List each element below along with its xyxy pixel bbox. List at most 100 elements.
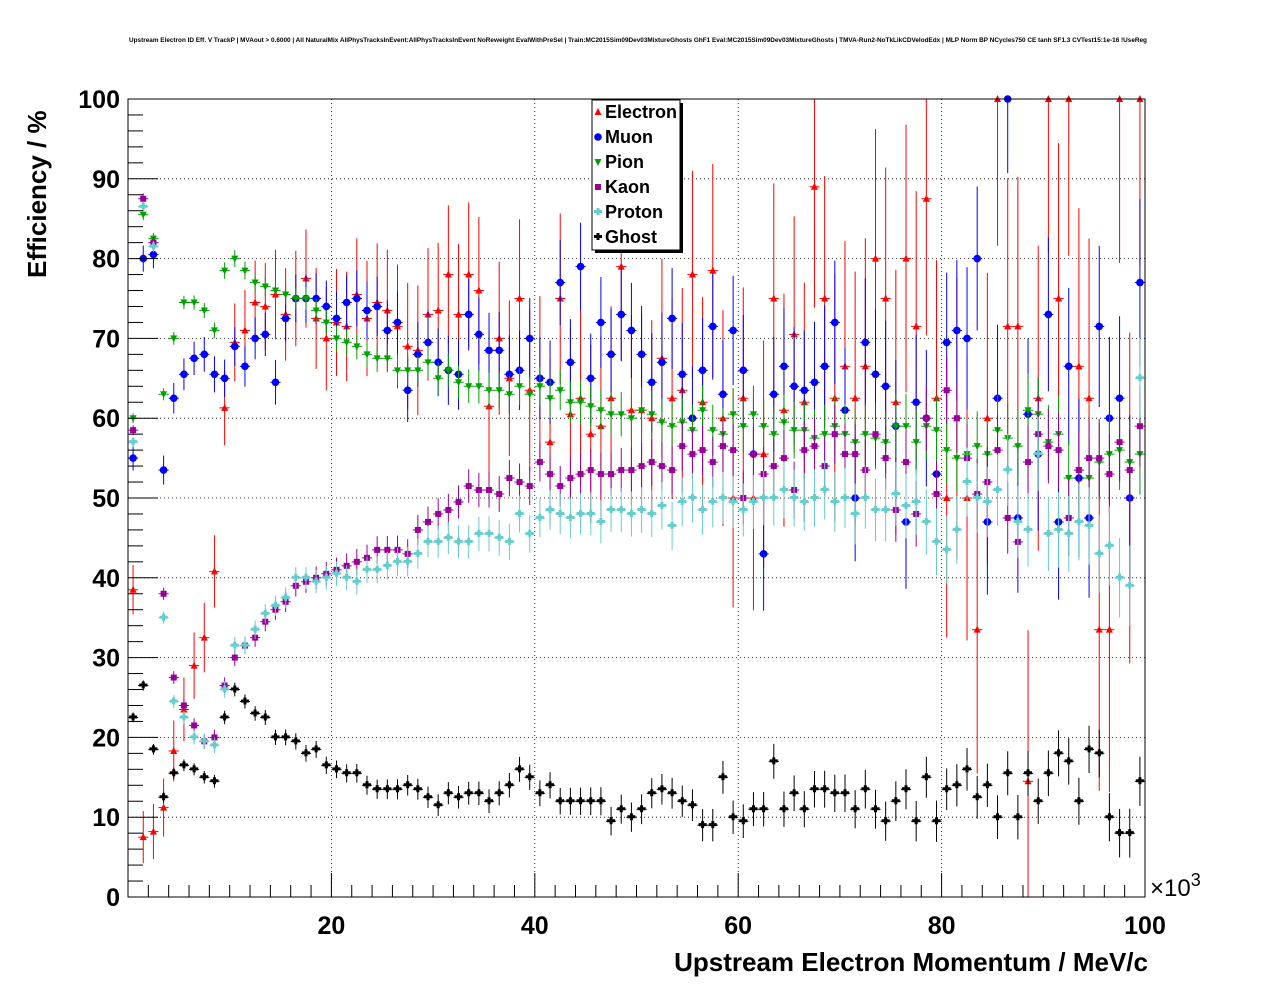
data-point bbox=[384, 546, 391, 553]
data-point bbox=[729, 497, 738, 505]
data-point bbox=[190, 299, 198, 307]
data-point bbox=[230, 342, 239, 351]
data-point bbox=[1044, 769, 1053, 777]
data-point bbox=[149, 242, 158, 250]
data-point bbox=[699, 447, 706, 454]
data-point bbox=[719, 390, 727, 399]
legend-label: Ghost bbox=[605, 227, 657, 247]
data-point bbox=[292, 295, 300, 303]
data-point bbox=[780, 362, 788, 371]
data-point bbox=[780, 455, 787, 462]
data-point bbox=[1055, 447, 1062, 454]
data-point bbox=[281, 314, 290, 323]
data-point bbox=[1096, 455, 1103, 462]
data-point bbox=[210, 777, 219, 785]
data-point bbox=[973, 443, 981, 451]
data-point bbox=[403, 557, 412, 565]
data-point bbox=[200, 350, 209, 359]
data-point bbox=[455, 498, 462, 505]
data-point bbox=[373, 355, 381, 363]
data-point bbox=[139, 681, 148, 689]
data-point bbox=[241, 326, 249, 334]
data-point bbox=[535, 789, 544, 797]
data-point bbox=[912, 439, 920, 447]
data-point bbox=[871, 254, 879, 262]
data-point bbox=[139, 202, 148, 210]
data-point bbox=[942, 338, 951, 347]
series-proton bbox=[128, 201, 1145, 754]
data-point bbox=[1085, 521, 1094, 529]
data-point bbox=[434, 537, 443, 545]
data-point bbox=[445, 506, 452, 513]
data-point bbox=[322, 761, 331, 769]
data-point bbox=[332, 335, 340, 343]
data-point bbox=[739, 366, 748, 375]
data-point bbox=[271, 733, 280, 741]
data-point bbox=[963, 765, 972, 773]
data-point bbox=[231, 255, 239, 263]
data-point bbox=[190, 733, 199, 741]
data-point bbox=[729, 813, 738, 821]
data-point bbox=[251, 709, 260, 717]
data-point bbox=[546, 438, 554, 446]
data-point bbox=[678, 797, 687, 805]
data-point bbox=[627, 326, 636, 335]
data-point bbox=[322, 334, 330, 342]
data-point bbox=[730, 447, 737, 454]
data-point bbox=[627, 813, 636, 821]
data-point bbox=[1003, 769, 1012, 777]
data-point bbox=[607, 411, 615, 419]
data-point bbox=[342, 298, 351, 307]
data-point bbox=[362, 565, 371, 573]
data-point bbox=[240, 697, 249, 705]
data-point bbox=[770, 431, 778, 439]
data-point bbox=[698, 821, 707, 829]
data-point bbox=[973, 793, 982, 801]
data-point bbox=[830, 789, 839, 797]
data-point bbox=[506, 475, 513, 482]
data-point bbox=[180, 299, 188, 307]
data-point bbox=[282, 291, 290, 299]
data-point bbox=[261, 302, 269, 310]
legend-label: Electron bbox=[605, 102, 677, 122]
data-point bbox=[973, 254, 981, 263]
data-point bbox=[566, 513, 575, 521]
data-point bbox=[424, 537, 433, 545]
data-point bbox=[587, 403, 595, 411]
data-point bbox=[811, 443, 818, 450]
data-point bbox=[1014, 443, 1022, 451]
data-point bbox=[668, 314, 676, 323]
data-point bbox=[912, 497, 921, 505]
data-point bbox=[353, 343, 361, 351]
data-point bbox=[465, 383, 473, 391]
data-point bbox=[1115, 573, 1124, 581]
data-point bbox=[709, 459, 716, 466]
data-point bbox=[1045, 443, 1052, 450]
data-point bbox=[139, 833, 147, 841]
data-point bbox=[312, 577, 321, 585]
data-point bbox=[708, 497, 717, 505]
data-point bbox=[668, 521, 677, 529]
data-point bbox=[424, 338, 432, 347]
data-point bbox=[170, 674, 177, 681]
data-point bbox=[922, 194, 930, 202]
data-point bbox=[149, 250, 158, 259]
series-pion bbox=[128, 209, 1145, 517]
data-point bbox=[403, 781, 412, 789]
data-point bbox=[1106, 471, 1113, 478]
data-point bbox=[231, 654, 238, 661]
data-point bbox=[474, 529, 483, 537]
data-point bbox=[902, 501, 911, 509]
data-point bbox=[933, 491, 940, 498]
data-point bbox=[587, 430, 595, 438]
data-point bbox=[170, 746, 178, 754]
data-point bbox=[374, 546, 381, 553]
data-point bbox=[648, 411, 656, 419]
data-point bbox=[241, 267, 249, 275]
data-point bbox=[394, 367, 402, 375]
data-point bbox=[332, 569, 341, 577]
data-point bbox=[749, 497, 758, 505]
data-point bbox=[617, 310, 626, 319]
data-point bbox=[688, 801, 697, 809]
data-point bbox=[1116, 439, 1123, 446]
